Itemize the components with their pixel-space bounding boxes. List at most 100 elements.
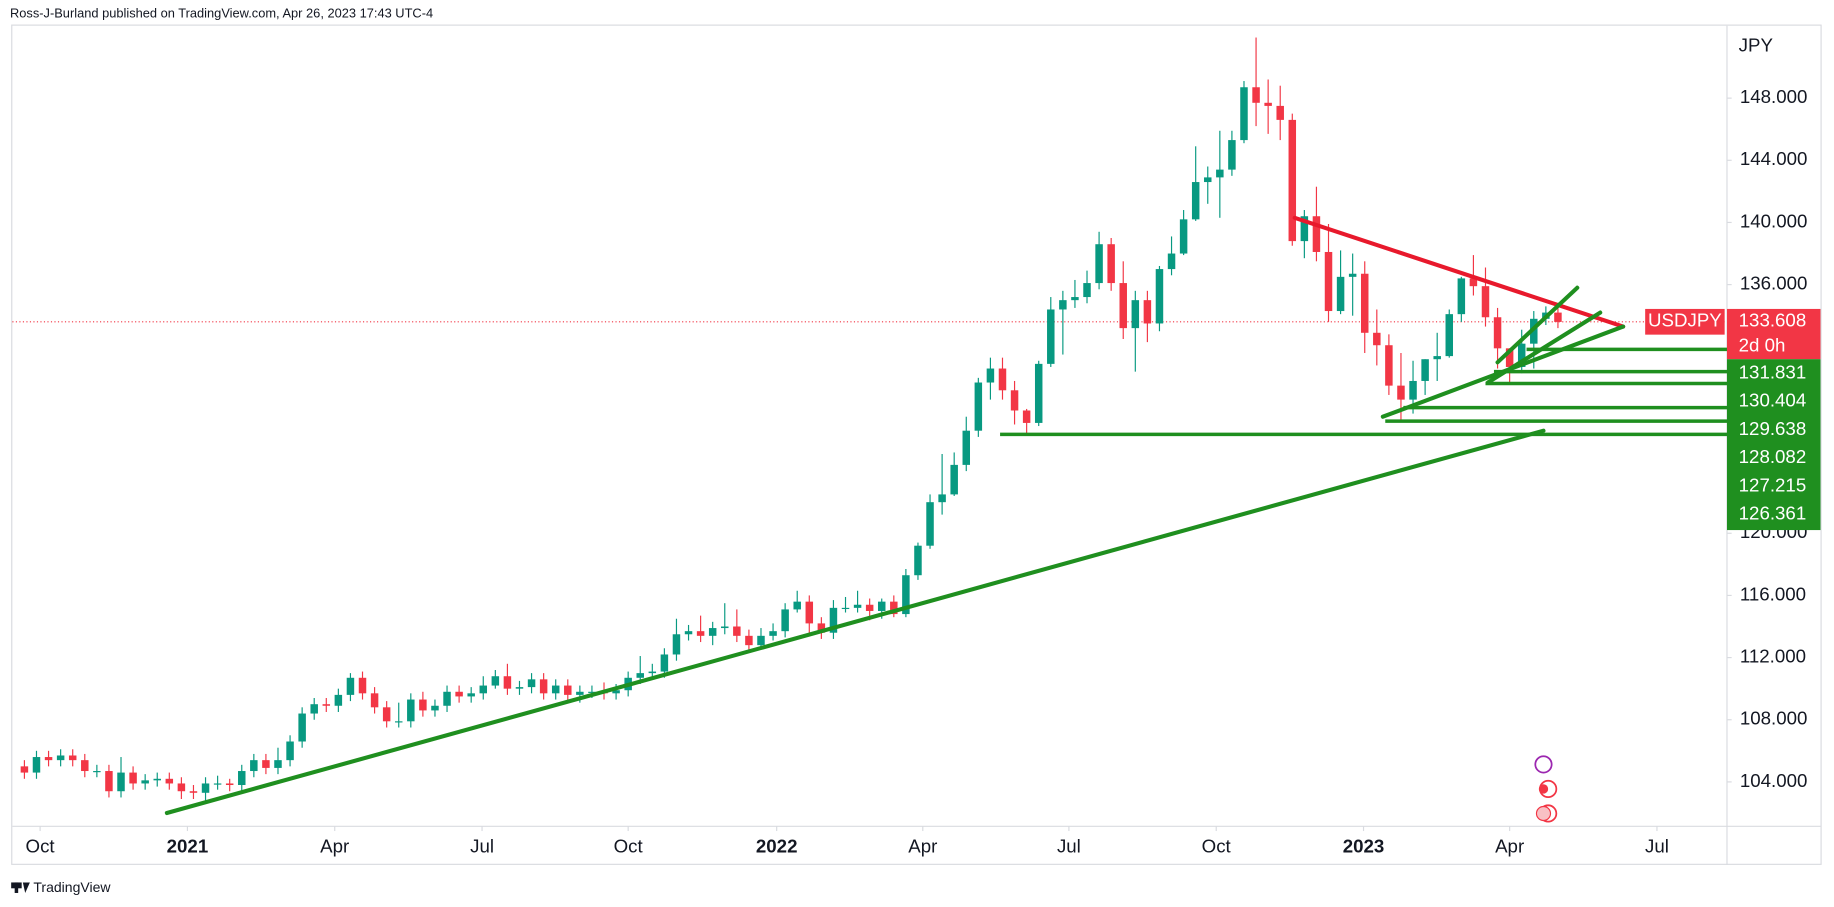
candle-body [974,382,983,431]
candle-body [346,677,355,695]
candle-body [733,626,741,636]
candle-body [334,694,343,706]
candle-body [213,783,222,785]
candle-body [322,704,331,706]
candle-body [189,791,198,793]
candle-body [105,771,113,792]
candle-body [443,691,451,706]
candle-body [455,691,463,697]
candle-body [32,757,41,773]
candle-body [1421,359,1429,381]
candle-body [998,368,1007,391]
candle-body [1034,363,1043,423]
candle-body [274,760,282,768]
candle-body [177,783,186,792]
level-label: 126.361 [1739,503,1807,524]
candle-body [141,780,149,784]
candle-body [1530,318,1538,344]
candle-body [1083,283,1091,298]
symbol-badge [1645,308,1725,335]
candle-body [1095,244,1103,284]
event-icon [1534,755,1553,774]
candle-body [1373,332,1381,346]
candle-body [636,673,644,678]
candle-body [877,601,886,611]
candle-body [238,771,246,786]
candle-body [890,601,898,615]
trendline [1292,215,1626,329]
candle-body [407,699,415,722]
y-tick-label: 140.000 [1740,210,1808,231]
candle-body [1300,216,1309,242]
x-tick-label: Oct [26,835,56,856]
candle-body [576,691,584,695]
candle-body [684,631,693,635]
candle-body [165,778,174,784]
candle-body [914,545,922,576]
last-price-badge [1726,308,1821,360]
candle-body [250,760,258,772]
candle-body [721,626,729,629]
candle-body [926,502,934,546]
last-price-label: 133.608 [1739,310,1807,331]
candle-body [117,772,125,792]
candle-body [672,634,681,655]
level-label: 130.404 [1739,390,1807,411]
candle-body [1276,105,1284,120]
candle-body [1059,300,1067,310]
level-label: 131.831 [1739,361,1807,382]
candle-body [1288,119,1297,242]
candle-body [20,766,29,773]
candle-body [853,604,862,608]
candle-body [1264,102,1272,106]
candle-body [1252,87,1260,103]
candle-body [1445,314,1454,357]
frame [11,24,1822,865]
y-tick-label: 108.000 [1740,708,1808,729]
symbol-label: USDJPY [1648,310,1722,331]
currency-label: JPY [1739,35,1774,56]
candle-body [1143,300,1152,324]
x-tick-label: Apr [1495,835,1524,856]
candle-body [262,760,270,768]
plot-area [12,37,1727,816]
x-tick-label: Apr [908,835,937,856]
candle-body [1216,169,1224,178]
candle-body [1457,278,1466,315]
candle-body [1240,87,1248,141]
indicator-icons [1534,755,1558,823]
candle-body [1131,300,1140,329]
x-tick-label: 2021 [167,835,209,856]
candle-body [902,575,910,615]
candle-body [225,783,234,786]
candle-body [769,631,777,636]
candle-body [201,783,210,793]
byline: Ross-J-Burland published on TradingView.… [10,5,433,20]
candle-body [1228,140,1236,170]
y-tick-label: 112.000 [1740,646,1806,667]
candle-body [1022,410,1031,423]
candle-body [551,685,560,694]
candle-body [1469,278,1478,287]
logo-mark [14,882,19,893]
y-tick-label: 136.000 [1740,273,1808,294]
candle-body [310,704,318,714]
candle-body [793,601,801,610]
candle-body [1324,251,1333,312]
x-tick-label: 2023 [1343,835,1385,856]
candle-body [153,778,161,781]
candle-body [503,676,512,689]
candle-body [648,671,657,674]
event-icon [1535,805,1552,822]
y-tick-label: 144.000 [1740,148,1808,169]
x-tick-label: Apr [320,835,349,856]
x-tick-label: Jul [1645,835,1669,856]
candle-body [93,771,101,773]
candle-body [479,685,488,694]
candle-body [286,741,294,761]
candle-body [1204,177,1212,183]
candle-body [757,635,765,646]
candle-body [1179,219,1188,254]
